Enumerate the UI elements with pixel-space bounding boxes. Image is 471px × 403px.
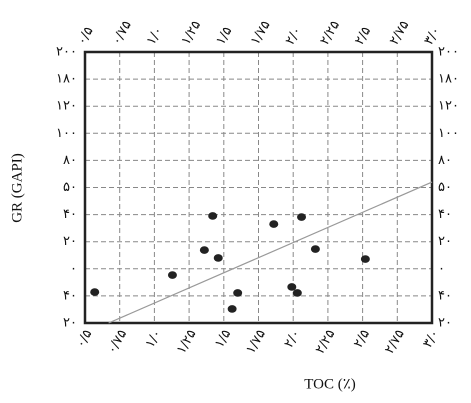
- point: [269, 220, 279, 228]
- x-tick-label: ۲/۷۵: [382, 327, 408, 356]
- y-tick-label-right: ۱۸۰: [438, 72, 459, 87]
- x-tick-label: ۲/۵: [351, 327, 373, 350]
- y-tick-label: ۲۰: [63, 316, 77, 331]
- x-tick-label: ۰/۵: [73, 327, 95, 350]
- x-tick-label-top: ۱/۷۵: [248, 18, 274, 47]
- y-axis-label: GR (GAPI): [9, 153, 25, 223]
- y-tick-label-right: ۲۰: [438, 316, 452, 331]
- y-tick-label-right: ۵۰: [438, 180, 452, 195]
- y-tick-label-right: ۰: [438, 261, 445, 276]
- point: [287, 283, 297, 291]
- y-tick-label-right: ۴۰: [438, 207, 452, 222]
- y-tick-label-right: ۱۲۰: [438, 99, 459, 114]
- plot-frame: [83, 50, 434, 325]
- point: [199, 246, 209, 254]
- y-tick-label-right: ۴۰: [438, 288, 452, 303]
- x-tick-label: ۱/۲۵: [174, 327, 200, 356]
- y-tick-label: ۸۰: [63, 153, 77, 168]
- point: [233, 289, 243, 297]
- x-tick-label: ۲/۲۵: [313, 327, 339, 356]
- x-tick-label: ۱/۷۵: [243, 327, 269, 356]
- point: [297, 213, 307, 221]
- y-tick-label: ۵۰: [63, 180, 77, 195]
- y-tick-label: ۴۰: [63, 288, 77, 303]
- x-tick-label: ۱/۰: [143, 327, 165, 350]
- x-tick-label-top: ۲/۲۵: [317, 18, 343, 47]
- y-tick-label: ۴۰: [63, 207, 77, 222]
- y-tick-label: ۱۰۰: [56, 126, 77, 141]
- x-tick-label-top: ۱/۲۵: [179, 18, 205, 47]
- x-tick-label-top: ۲/۰: [283, 24, 305, 47]
- x-tick-label: ۲/۰: [282, 327, 304, 350]
- x-tick-label-top: ۰/۵: [75, 24, 97, 47]
- y-tick-label: ۲۰: [63, 234, 77, 249]
- point: [227, 305, 237, 313]
- point: [208, 212, 218, 220]
- y-tick-label-right: ۱۰۰: [438, 126, 459, 141]
- x-tick-label: ۱/۵: [212, 327, 234, 350]
- point: [310, 245, 320, 253]
- x-tick-label-top: ۰/۷۵: [109, 18, 135, 47]
- point: [90, 288, 100, 296]
- y-tick-label: ۲۰۰: [56, 45, 77, 60]
- x-tick-label-top: ۲/۵: [352, 24, 374, 47]
- x-tick-label-top: ۲/۷۵: [387, 18, 413, 47]
- y-tick-label: ۰: [70, 261, 77, 276]
- x-tick-label-top: ۱/۰: [144, 24, 166, 47]
- x-tick-label: ۰/۷۵: [105, 327, 131, 356]
- x-axis-label: TOC (٪): [304, 376, 356, 392]
- point: [360, 255, 370, 263]
- y-tick-label-right: ۸۰: [438, 153, 452, 168]
- y-tick-label-right: ۲۰: [438, 234, 452, 249]
- point: [292, 289, 302, 297]
- y-tick-label-right: ۲۰۰: [438, 45, 459, 60]
- y-tick-label: ۱۲۰: [56, 99, 77, 114]
- point: [167, 271, 177, 279]
- trend-line: [108, 181, 433, 324]
- x-tick-label: ۳/۰: [420, 327, 442, 350]
- point: [213, 254, 223, 262]
- x-tick-label-top: ۱/۵: [213, 24, 235, 47]
- y-tick-label: ۱۸۰: [56, 72, 77, 87]
